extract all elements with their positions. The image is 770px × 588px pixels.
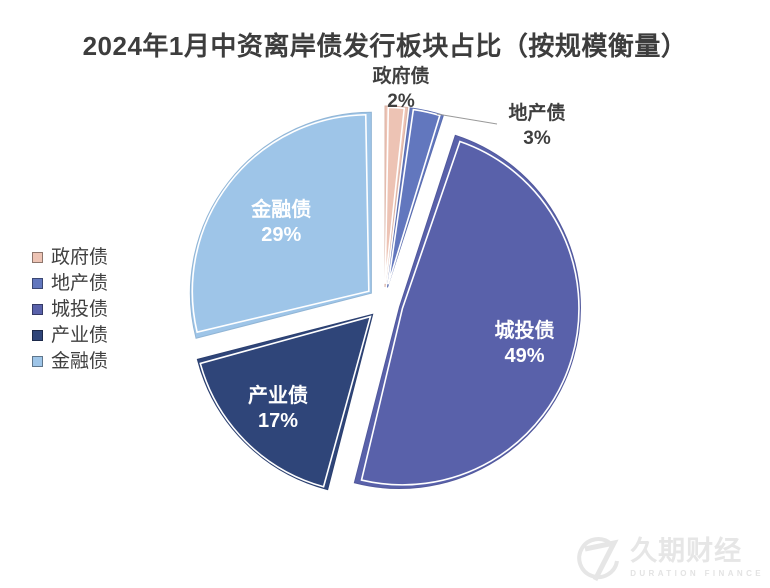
legend-item-4: 金融债: [32, 348, 108, 374]
pie-slice-inner-outline-2: [360, 140, 580, 486]
watermark-cn: 久期财经: [630, 536, 743, 566]
legend-item-3: 产业债: [32, 322, 108, 348]
pie-slice-inner-outline-3: [199, 315, 372, 488]
legend-swatch: [32, 355, 43, 367]
watermark-text: 久期财经 DURATION FINANCE: [630, 536, 764, 579]
legend-swatch: [32, 277, 43, 289]
duration-finance-logo-icon: [577, 537, 620, 582]
pie-slice-inner-outline-1: [387, 108, 441, 285]
legend-label: 城投债: [51, 298, 109, 320]
legend-label: 产业债: [51, 324, 109, 346]
legend-label: 金融债: [51, 350, 109, 372]
legend-swatch: [32, 329, 43, 341]
legend-label: 地产债: [51, 272, 109, 294]
legend-swatch: [32, 251, 43, 263]
legend: 政府债地产债城投债产业债金融债: [32, 244, 108, 374]
pie-slice-3: [196, 313, 374, 491]
pie-slice-0: [384, 105, 409, 288]
watermark: 久期财经 DURATION FINANCE: [571, 533, 764, 583]
pie-slice-4: [189, 111, 372, 339]
watermark-en: DURATION FINANCE: [630, 569, 764, 578]
legend-swatch: [32, 303, 43, 315]
legend-label: 政府债: [51, 246, 109, 268]
chart-title: 2024年1月中资离岸债发行板块占比（按规模衡量）: [82, 31, 688, 61]
legend-item-1: 地产债: [32, 270, 108, 296]
pie-slice-inner-outline-0: [384, 106, 406, 284]
pie-slice-inner-outline-4: [191, 113, 370, 334]
legend-item-2: 城投债: [32, 296, 108, 322]
pie-slice-2: [353, 134, 581, 489]
legend-item-0: 政府债: [32, 244, 108, 270]
leader-line: [436, 113, 498, 125]
